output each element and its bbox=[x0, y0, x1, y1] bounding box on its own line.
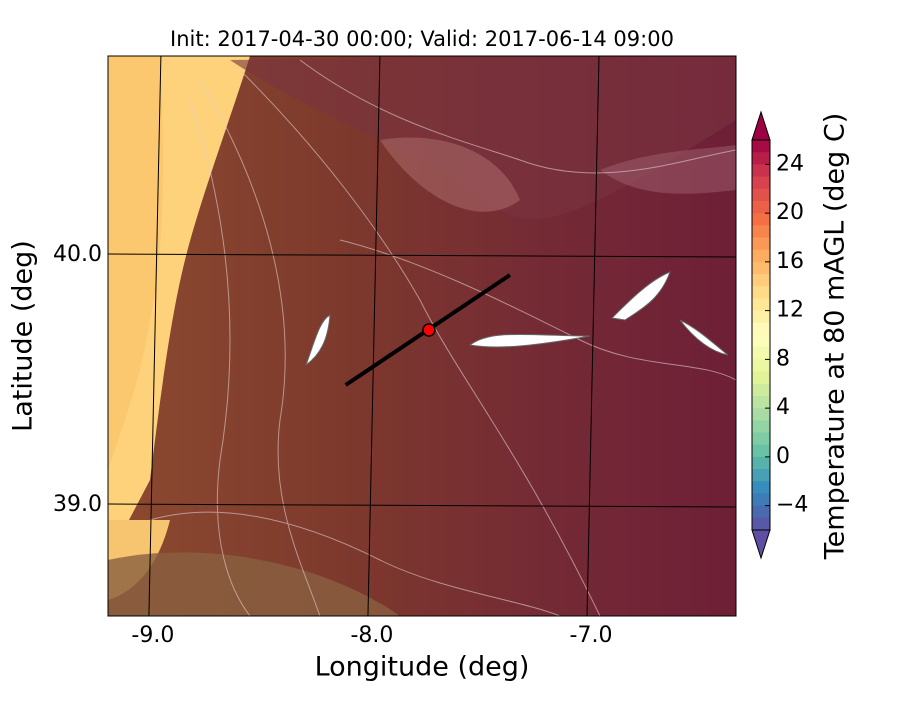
colorbar-band bbox=[752, 493, 770, 507]
chart-title: Init: 2017-04-30 00:00; Valid: 2017-06-1… bbox=[170, 27, 674, 51]
overlays bbox=[344, 273, 512, 387]
colorbar-tick-label: 12 bbox=[776, 298, 804, 323]
colorbar-band bbox=[752, 152, 770, 165]
y-axis-label: Latitude (deg) bbox=[8, 240, 39, 432]
colorbar-band bbox=[752, 213, 770, 226]
grid-line bbox=[586, 55, 600, 617]
colorbar-band bbox=[752, 444, 770, 458]
colorbar-extend-bottom bbox=[751, 529, 771, 560]
colorbar-band bbox=[752, 200, 770, 214]
colorbar-band bbox=[752, 420, 770, 433]
colorbar-band bbox=[752, 469, 770, 482]
colorbar-band bbox=[752, 310, 770, 324]
colorbar-tick-label: −4 bbox=[776, 493, 808, 518]
colorbar-band bbox=[752, 188, 770, 202]
colorbar-frame bbox=[751, 139, 771, 531]
y-tick-label: 39.0 bbox=[53, 492, 102, 517]
x-tick-label: -7.0 bbox=[570, 623, 613, 648]
grid-line bbox=[107, 253, 737, 258]
colorbar-tick-label: 20 bbox=[776, 200, 804, 225]
colorbar-band bbox=[752, 261, 770, 275]
colorbar-band bbox=[752, 481, 770, 494]
grid bbox=[107, 55, 737, 617]
colorbar-band bbox=[752, 176, 770, 190]
temperature-field bbox=[108, 56, 736, 616]
colorbar-band bbox=[752, 249, 770, 263]
colorbar-band bbox=[752, 456, 770, 470]
colorbar: −4 0 4 8 12 16 20 24 bbox=[751, 110, 808, 560]
colorbar-band bbox=[752, 517, 770, 531]
colorbar-band bbox=[752, 237, 770, 251]
colorbar-band bbox=[752, 140, 770, 153]
colorbar-band bbox=[752, 298, 770, 312]
colorbar-band bbox=[752, 359, 770, 373]
colorbar-band bbox=[752, 335, 770, 348]
colorbar-band bbox=[752, 274, 770, 287]
colorbar-tick-label: 24 bbox=[776, 151, 804, 176]
grid-line bbox=[148, 55, 162, 617]
colorbar-band bbox=[752, 432, 770, 446]
x-tick-label: -9.0 bbox=[131, 623, 174, 648]
point-marker bbox=[422, 323, 436, 337]
y-tick-label: 40.0 bbox=[53, 242, 102, 267]
colorbar-band bbox=[752, 164, 770, 178]
colorbar-band bbox=[752, 286, 770, 299]
colorbar-band bbox=[752, 225, 770, 238]
colorbar-tick-label: 4 bbox=[776, 395, 790, 420]
grid-line bbox=[107, 503, 737, 508]
colorbar-band bbox=[752, 505, 770, 519]
grid-line bbox=[367, 55, 381, 617]
colorbar-tick-label: 8 bbox=[776, 346, 790, 371]
colorbar-extend-top bbox=[751, 110, 771, 141]
colorbar-band bbox=[752, 383, 770, 397]
colorbar-band bbox=[752, 395, 770, 409]
colorbar-band bbox=[752, 322, 770, 336]
x-tick-label: -8.0 bbox=[350, 623, 393, 648]
colorbar-tick-label: 0 bbox=[776, 444, 790, 469]
colorbar-band bbox=[752, 371, 770, 385]
colorbar-label: Temperature at 80 mAGL (deg C) bbox=[820, 113, 851, 561]
x-axis-label: Longitude (deg) bbox=[315, 652, 530, 683]
plot-frame bbox=[107, 55, 737, 617]
colorbar-band bbox=[752, 408, 770, 421]
colorbar-tick-label: 16 bbox=[776, 249, 804, 274]
colorbar-band bbox=[752, 347, 770, 360]
